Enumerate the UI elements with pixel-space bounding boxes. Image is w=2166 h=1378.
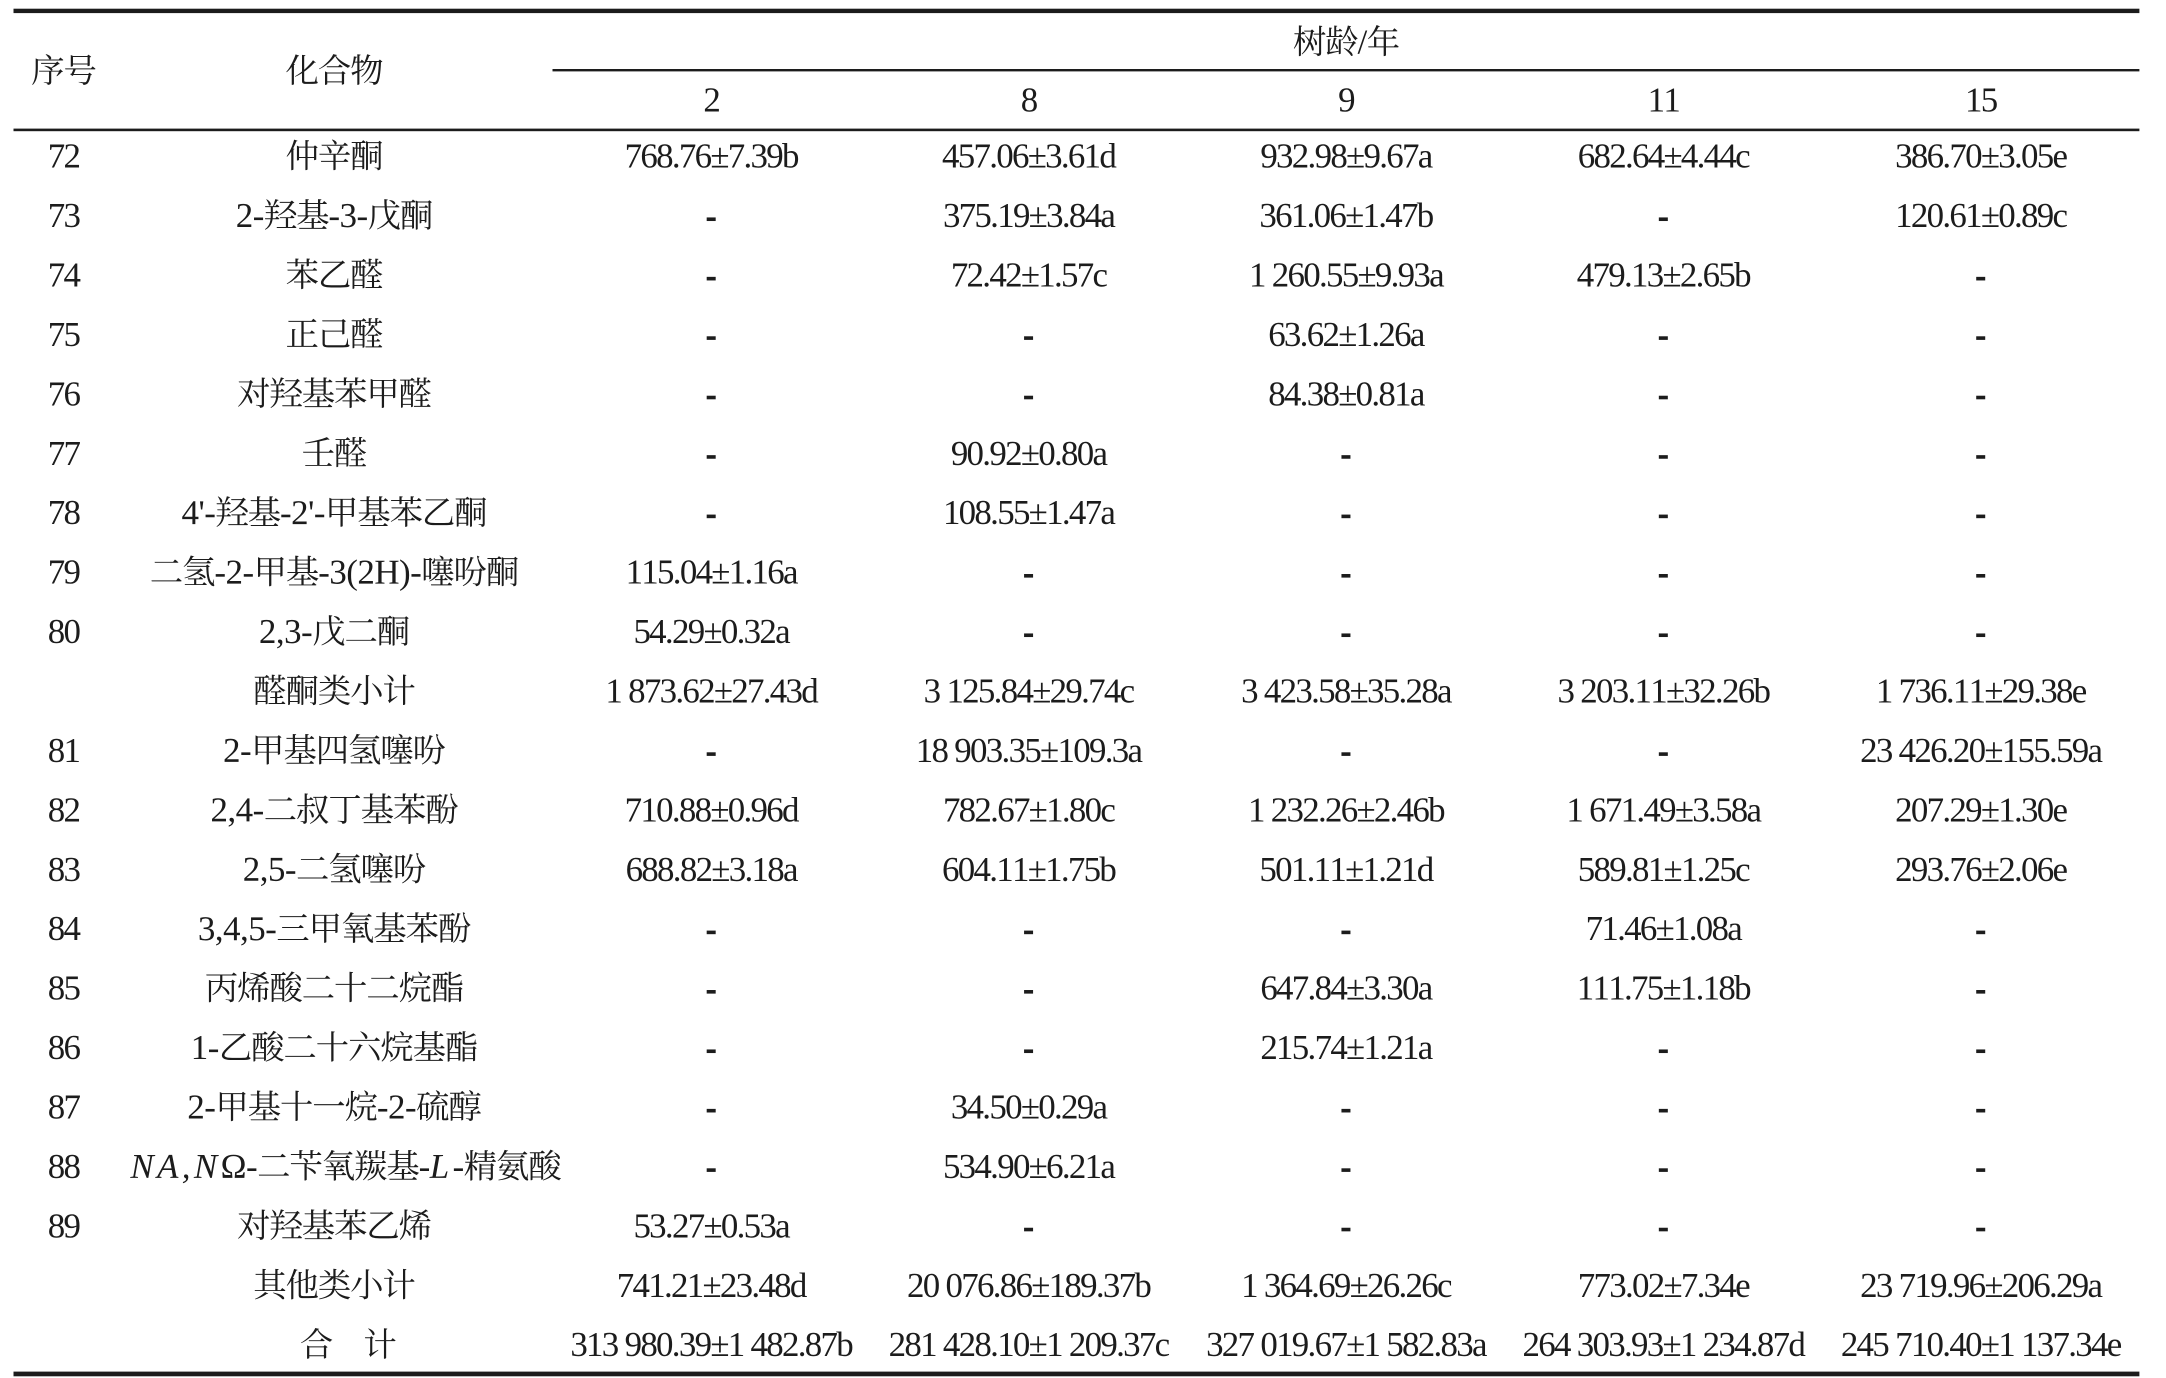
svg-text:34.50±0.29a: 34.50±0.29a	[951, 1087, 1109, 1126]
svg-text:23 719.96±206.29a: 23 719.96±206.29a	[1860, 1266, 2103, 1305]
svg-text:313 980.39±1 482.87b: 313 980.39±1 482.87b	[570, 1325, 853, 1364]
svg-text:115.04±1.16a: 115.04±1.16a	[626, 553, 799, 592]
svg-text:111.75±1.18b: 111.75±1.18b	[1577, 969, 1751, 1008]
svg-text:20 076.86±189.37b: 20 076.86±189.37b	[907, 1266, 1151, 1305]
svg-text:688.82±3.18a: 688.82±3.18a	[626, 850, 799, 889]
svg-text:23 426.20±155.59a: 23 426.20±155.59a	[1860, 731, 2103, 770]
svg-text:457.06±3.61d: 457.06±3.61d	[942, 137, 1117, 176]
svg-text:84.38±0.81a: 84.38±0.81a	[1268, 374, 1426, 413]
svg-text:73: 73	[48, 196, 81, 235]
svg-text:72.42±1.57c: 72.42±1.57c	[951, 255, 1108, 294]
svg-text:293.76±2.06e: 293.76±2.06e	[1895, 850, 2067, 889]
svg-text:71.46±1.08a: 71.46±1.08a	[1586, 909, 1744, 948]
svg-text:501.11±1.21d: 501.11±1.21d	[1259, 850, 1434, 889]
svg-text:534.90±6.21a: 534.90±6.21a	[943, 1147, 1116, 1186]
svg-text:3 423.58±35.28a: 3 423.58±35.28a	[1241, 671, 1453, 710]
svg-text:82: 82	[48, 790, 80, 829]
svg-text:768.76±7.39b: 768.76±7.39b	[625, 137, 799, 176]
svg-text:327 019.67±1 582.83a: 327 019.67±1 582.83a	[1206, 1325, 1488, 1364]
svg-text:1 260.55±9.93a: 1 260.55±9.93a	[1249, 255, 1445, 294]
svg-text:264 303.93±1 234.87d: 264 303.93±1 234.87d	[1522, 1325, 1806, 1364]
svg-text:1 873.62±27.43d: 1 873.62±27.43d	[605, 671, 819, 710]
svg-text:3 125.84±29.74c: 3 125.84±29.74c	[924, 671, 1135, 710]
svg-text:54.29±0.32a: 54.29±0.32a	[633, 612, 791, 651]
svg-text:11: 11	[1648, 81, 1680, 120]
svg-text:79: 79	[48, 553, 81, 592]
svg-text:87: 87	[48, 1087, 81, 1126]
svg-text:90.92±0.80a: 90.92±0.80a	[951, 434, 1109, 473]
svg-text:81: 81	[48, 731, 80, 770]
svg-text:88: 88	[48, 1147, 81, 1186]
svg-text:647.84±3.30a: 647.84±3.30a	[1260, 969, 1433, 1008]
svg-text:386.70±3.05e: 386.70±3.05e	[1895, 137, 2067, 176]
svg-text:3 203.11±32.26b: 3 203.11±32.26b	[1557, 671, 1770, 710]
svg-text:63.62±1.26a: 63.62±1.26a	[1268, 315, 1426, 354]
svg-text:75: 75	[48, 315, 81, 354]
svg-text:361.06±1.47b: 361.06±1.47b	[1259, 196, 1433, 235]
svg-text:89: 89	[48, 1206, 81, 1245]
svg-text:215.74±1.21a: 215.74±1.21a	[1260, 1028, 1433, 1067]
svg-text:53.27±0.53a: 53.27±0.53a	[633, 1206, 791, 1245]
svg-text:1 671.49±3.58a: 1 671.49±3.58a	[1566, 790, 1762, 829]
svg-text:74: 74	[48, 255, 81, 294]
svg-text:1 736.11±29.38e: 1 736.11±29.38e	[1876, 671, 2087, 710]
svg-text:782.67±1.80c: 782.67±1.80c	[943, 790, 1115, 829]
svg-text:710.88±0.96d: 710.88±0.96d	[625, 790, 800, 829]
svg-text:18 903.35±109.3a: 18 903.35±109.3a	[916, 731, 1144, 770]
svg-text:245 710.40±1 137.34e: 245 710.40±1 137.34e	[1841, 1325, 2122, 1364]
svg-text:932.98±9.67a: 932.98±9.67a	[1260, 137, 1433, 176]
svg-text:84: 84	[48, 909, 81, 948]
svg-text:85: 85	[48, 969, 81, 1008]
svg-text:72: 72	[48, 137, 80, 176]
svg-text:80: 80	[48, 612, 81, 651]
svg-text:120.61±0.89c: 120.61±0.89c	[1895, 196, 2067, 235]
svg-text:83: 83	[48, 850, 81, 889]
svg-text:8: 8	[1021, 81, 1038, 120]
svg-text:9: 9	[1338, 81, 1355, 120]
svg-text:1 364.69±26.26c: 1 364.69±26.26c	[1241, 1266, 1452, 1305]
svg-text:1 232.26±2.46b: 1 232.26±2.46b	[1248, 790, 1445, 829]
svg-text:86: 86	[48, 1028, 81, 1067]
svg-text:207.29±1.30e: 207.29±1.30e	[1895, 790, 2067, 829]
svg-text:589.81±1.25c: 589.81±1.25c	[1578, 850, 1750, 889]
svg-text:682.64±4.44c: 682.64±4.44c	[1578, 137, 1750, 176]
svg-text:76: 76	[48, 374, 81, 413]
svg-text:2: 2	[703, 81, 719, 120]
svg-text:108.55±1.47a: 108.55±1.47a	[943, 493, 1116, 532]
svg-text:604.11±1.75b: 604.11±1.75b	[942, 850, 1116, 889]
svg-text:479.13±2.65b: 479.13±2.65b	[1577, 255, 1751, 294]
svg-text:15: 15	[1965, 81, 1998, 120]
svg-text:77: 77	[48, 434, 81, 473]
svg-text:375.19±3.84a: 375.19±3.84a	[943, 196, 1116, 235]
svg-text:281 428.10±1 209.37c: 281 428.10±1 209.37c	[889, 1325, 1170, 1364]
svg-text:773.02±7.34e: 773.02±7.34e	[1578, 1266, 1750, 1305]
svg-text:741.21±23.48d: 741.21±23.48d	[617, 1266, 808, 1305]
svg-text:78: 78	[48, 493, 81, 532]
